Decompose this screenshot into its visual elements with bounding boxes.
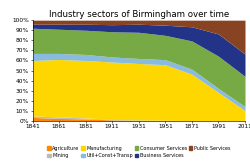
Legend: Agriculture, Mining, Manufacturing, Util+Const+Transp, Consumer Services, Busine: Agriculture, Mining, Manufacturing, Util…	[47, 145, 230, 158]
Title: Industry sectors of Birmingham over time: Industry sectors of Birmingham over time	[48, 10, 229, 19]
